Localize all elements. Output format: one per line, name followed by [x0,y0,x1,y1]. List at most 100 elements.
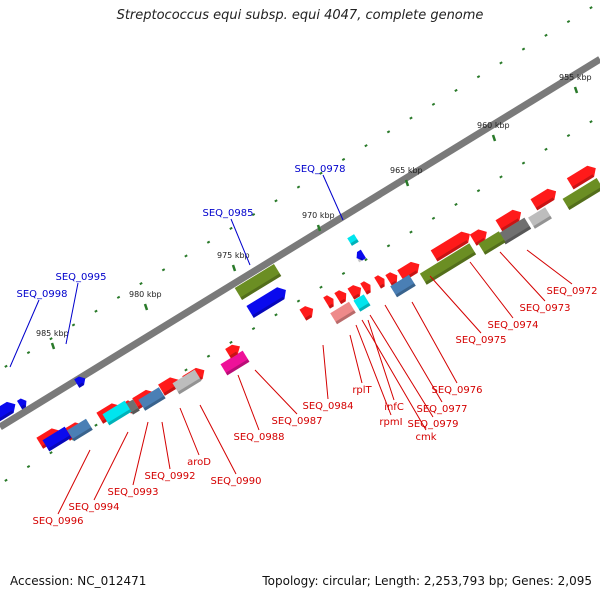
gene-label-lower: SEQ_0984 [303,401,354,412]
cds-reverse [246,287,286,318]
accession-text: Accession: NC_012471 [10,574,147,588]
gene-label-lower-leader [322,344,329,400]
scale-tick-mark [143,303,149,311]
scale-tick-label: 960 kbp [477,121,510,130]
scale-dot [319,171,323,175]
gene-label-lower: SEQ_0987 [272,416,323,427]
scale-dot [94,309,98,313]
gene-label-lower-leader [57,449,91,515]
scale-dot [251,213,256,217]
category-box [330,301,356,325]
gene-label-lower-leader [132,421,149,486]
category-box [562,178,600,210]
category-box [478,231,506,255]
scale-dot [4,364,8,368]
scale-dot [206,354,211,358]
scale-dot [184,254,188,258]
gene-label-upper: SEQ_0998 [17,289,68,300]
category-box [390,274,416,298]
scale-dot [296,299,301,303]
scale-tick-label: 965 kbp [390,166,423,175]
scale-dot [386,130,391,134]
cds-forward [430,231,470,262]
gene-label-upper-leader [9,299,40,368]
gene-label-lower: SEQ_0975 [456,335,507,346]
gene-label-lower-leader [469,261,514,319]
gene-label-lower: rpmI [379,417,402,428]
scale-dot [544,147,548,151]
gene-label-lower: infC [384,402,404,413]
scale-dot [476,189,481,193]
category-box [172,369,202,395]
cds-forward [360,281,371,295]
scale-dot [499,175,503,179]
category-box [353,294,371,312]
scale-dot [386,244,391,248]
scale-dot [184,368,188,372]
scale-tick-mark [316,224,322,232]
scale-dot [521,47,526,51]
gene-label-lower: SEQ_0996 [33,516,84,527]
cds-forward [530,188,557,211]
cds-reverse [16,398,27,410]
gene-label-lower: SEQ_0973 [520,303,571,314]
map-title: Streptococcus equi subsp. equi 4047, com… [116,8,484,23]
scale-dot [589,120,593,124]
cds-reverse [347,234,359,246]
gene-label-lower-leader [499,251,546,302]
cds-forward [374,275,385,289]
gene-label-lower-leader [361,319,427,431]
gene-label-lower-leader [254,369,298,415]
scale-dot [476,75,481,79]
gene-label-lower: cmk [415,432,436,443]
gene-label-lower: SEQ_0992 [145,471,196,482]
gene-label-lower: SEQ_0988 [234,432,285,443]
gene-label-lower: SEQ_0976 [432,385,483,396]
scale-dot [49,337,53,341]
scale-tick-mark [50,342,56,350]
scale-dot [364,258,368,262]
scale-dot [566,133,571,138]
cds-forward [334,290,347,305]
gene-label-upper: SEQ_0985 [203,208,254,219]
cds-forward [299,306,314,321]
scale-dot [364,144,368,148]
category-box [126,399,140,415]
scale-tick-label: 985 kbp [36,329,69,338]
gene-label-upper-leader [230,218,251,266]
cds-forward [566,165,596,190]
scale-dot [274,199,278,203]
gene-label-lower-leader [411,301,458,384]
genome-backbone [0,56,600,430]
gene-label-upper: SEQ_0978 [295,164,346,175]
scale-tick-mark [231,264,237,272]
gene-label-lower: aroD [187,457,211,468]
category-box [498,217,532,245]
gene-label-lower-leader [526,249,573,285]
scale-dot [26,464,31,469]
gene-label-lower-leader [161,421,171,470]
gene-label-lower: SEQ_0994 [69,502,120,513]
scale-dot [274,313,278,317]
cds-forward [385,272,398,287]
category-box [528,207,552,229]
scale-tick-label: 980 kbp [129,290,162,299]
scale-dot [521,161,526,165]
scale-dot [229,226,233,230]
cds-reverse [0,401,16,422]
gene-label-lower-leader [93,431,129,501]
gene-label-lower-leader [237,374,260,431]
gene-label-lower: SEQ_0972 [547,286,598,297]
scale-dot [161,268,166,272]
scale-dot [94,423,98,427]
scale-dot [409,116,413,120]
gene-label-lower: SEQ_0979 [408,419,459,430]
gene-label-lower-leader [429,275,482,334]
scale-dot [319,285,323,289]
genome-summary-text: Topology: circular; Length: 2,253,793 bp… [262,574,592,588]
cds-reverse [356,249,367,263]
scale-tick-mark [404,179,410,187]
gene-label-upper: SEQ_0995 [56,272,107,283]
gene-label-lower: rplT [352,385,372,396]
